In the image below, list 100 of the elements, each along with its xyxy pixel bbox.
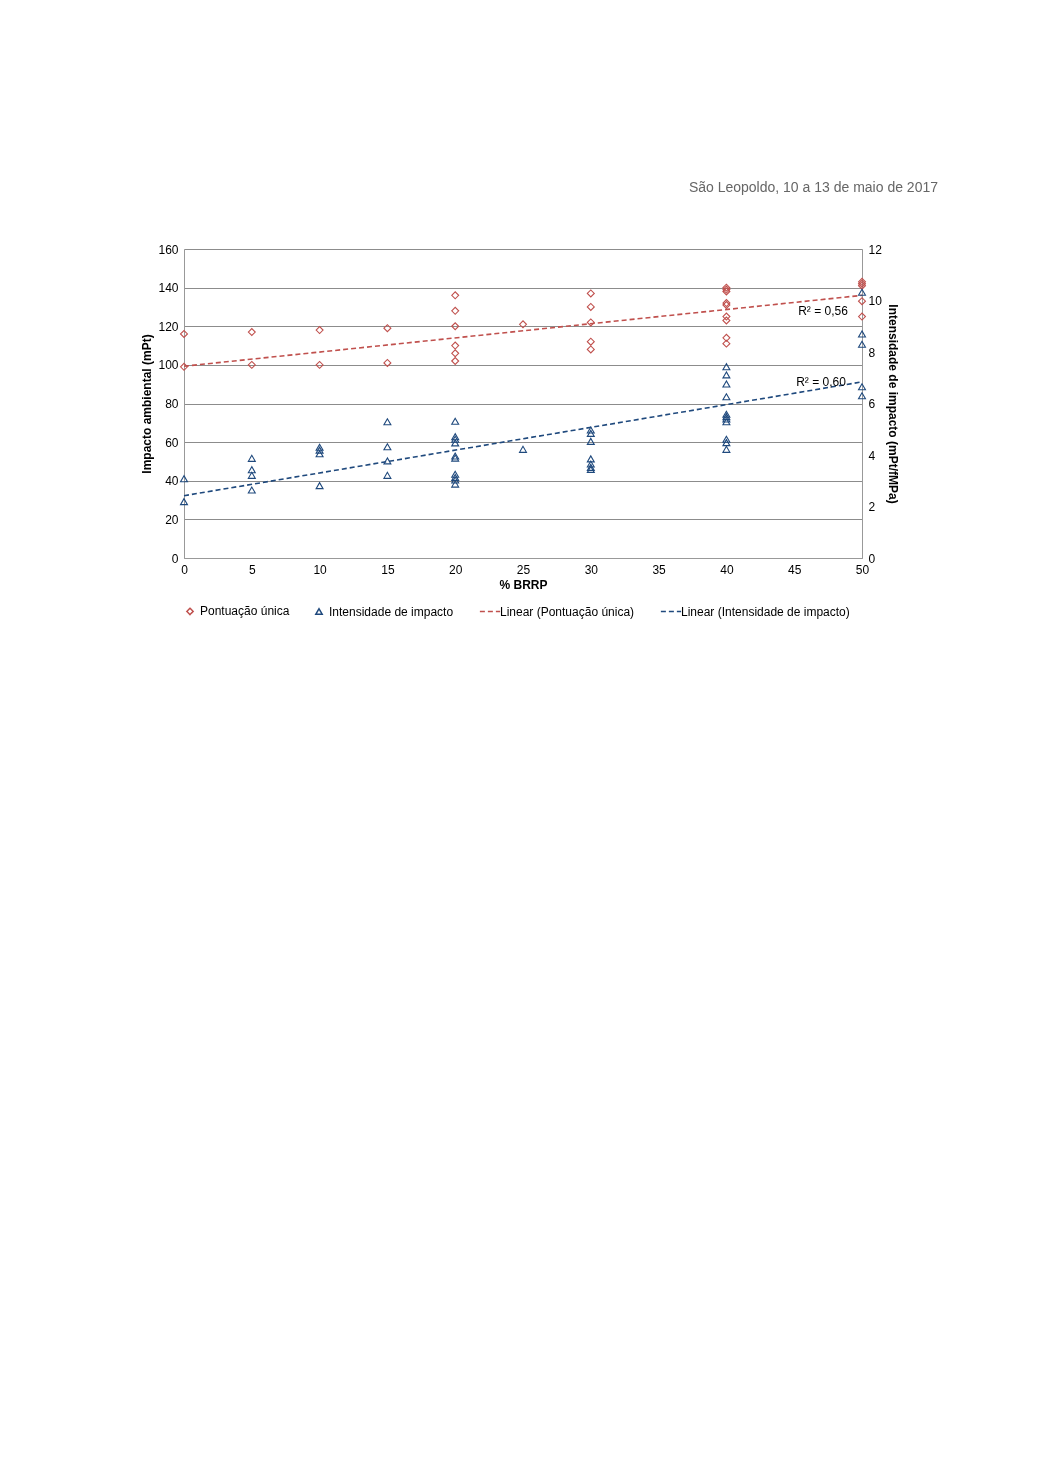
legend-label: Intensidade de impacto	[329, 604, 454, 619]
point	[451, 357, 460, 366]
point	[451, 470, 460, 478]
point	[247, 454, 256, 462]
point	[451, 417, 460, 425]
y2-axis-title: Intensidade de impacto (mPt/fMPa)	[885, 304, 900, 504]
point	[315, 443, 324, 451]
point	[722, 380, 731, 388]
x-tick-label: 5	[248, 562, 256, 577]
point	[451, 306, 460, 315]
y2-tick-label: 8	[868, 345, 876, 360]
point	[451, 473, 460, 481]
point	[383, 324, 392, 333]
x-tick-label: 30	[584, 562, 599, 577]
y2-tick-label: 0	[868, 551, 876, 566]
y-tick-label: 160	[158, 242, 179, 257]
point	[451, 439, 460, 447]
point	[315, 326, 324, 335]
point	[586, 460, 595, 468]
point	[586, 426, 595, 434]
point	[722, 418, 731, 426]
point	[383, 443, 392, 451]
point	[857, 312, 867, 321]
point	[722, 439, 731, 447]
point	[586, 455, 595, 463]
point	[451, 476, 460, 484]
point	[586, 345, 595, 354]
x-tick-label: 10	[313, 562, 328, 577]
y-tick-label: 80	[165, 397, 179, 411]
point	[722, 312, 731, 321]
y2-tick-label: 2	[868, 500, 876, 514]
point	[451, 341, 460, 350]
x-axis-title: % BRRP	[499, 577, 548, 592]
x-tick-label: 35	[652, 562, 667, 577]
y2-tick-label: 12	[868, 242, 883, 257]
point	[247, 486, 256, 494]
x-tick-label: 40	[720, 562, 734, 577]
point	[179, 498, 189, 506]
y-tick-label: 100	[158, 358, 179, 373]
text: São Leopoldo, 10 a 13 de maio de 2017	[688, 179, 939, 195]
point	[383, 418, 392, 426]
point	[247, 466, 256, 474]
legend-label: Linear (Pontuação única)	[500, 604, 635, 619]
point	[722, 316, 731, 325]
y2-tick-label: 6	[868, 397, 876, 411]
point	[451, 291, 460, 300]
point	[857, 288, 867, 296]
x-tick-label: 25	[516, 562, 531, 577]
y-tick-label: 0	[171, 551, 179, 566]
point	[722, 393, 731, 401]
point	[247, 360, 256, 369]
point	[586, 337, 595, 346]
point	[247, 471, 256, 479]
y-tick-label: 140	[158, 281, 179, 296]
point	[179, 329, 189, 338]
point	[315, 450, 324, 458]
point	[722, 333, 731, 342]
point	[857, 297, 867, 306]
point	[857, 340, 867, 348]
x-tick-label: 45	[788, 562, 802, 577]
point	[586, 318, 595, 327]
y-tick-label: 40	[165, 474, 179, 489]
annotation: R² = 0,56	[798, 304, 849, 318]
point	[586, 437, 595, 445]
y-tick-label: 20	[165, 512, 179, 527]
y2-tick-label: 4	[868, 448, 876, 463]
point	[518, 445, 528, 453]
y-tick-label: 120	[158, 319, 179, 334]
point	[451, 349, 460, 358]
point	[857, 392, 867, 400]
point	[586, 302, 595, 311]
point	[179, 362, 189, 371]
point	[179, 475, 189, 483]
legend-label: Linear (Intensidade de impacto)	[681, 604, 850, 619]
point	[857, 330, 867, 338]
point	[383, 358, 392, 367]
point	[315, 360, 324, 369]
x-tick-label: 50	[855, 562, 870, 577]
point	[722, 339, 731, 348]
annotation: R² = 0,60	[796, 375, 847, 389]
point	[586, 289, 595, 298]
point	[722, 445, 731, 453]
point	[857, 383, 867, 391]
point	[383, 471, 392, 479]
point	[518, 320, 528, 329]
point	[383, 457, 392, 465]
point	[722, 410, 731, 418]
point	[451, 322, 460, 331]
point	[722, 371, 731, 379]
y2-tick-label: 10	[868, 294, 883, 308]
legend-label: Pontuação única	[200, 604, 290, 619]
point	[451, 480, 460, 488]
x-tick-label: 15	[381, 562, 395, 577]
point	[247, 328, 256, 337]
point	[722, 435, 731, 443]
y-tick-label: 60	[165, 435, 179, 450]
x-tick-label: 20	[449, 562, 463, 577]
point	[315, 446, 324, 454]
point	[722, 363, 731, 371]
y-axis-title: Impacto ambiental (mPt)	[140, 334, 155, 474]
